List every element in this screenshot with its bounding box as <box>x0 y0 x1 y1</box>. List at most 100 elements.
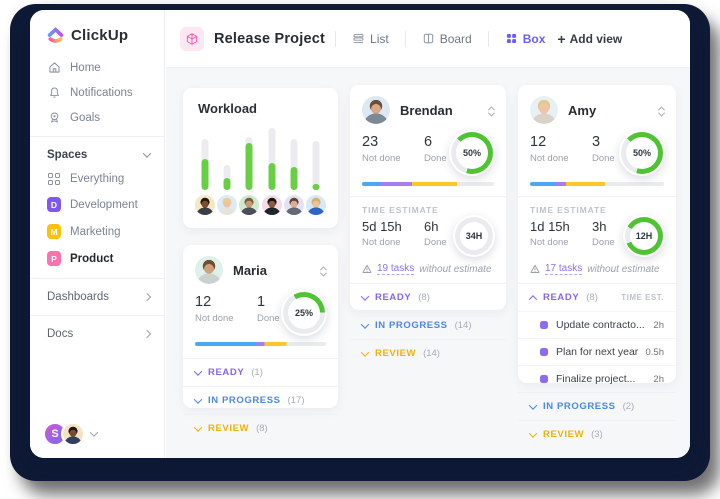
section-ready[interactable]: READY (1) <box>183 358 338 386</box>
space-badge: P <box>47 251 61 266</box>
not-done-count: 23 <box>362 134 379 150</box>
spaces-header[interactable]: Spaces <box>30 143 164 167</box>
section-review[interactable]: REVIEW (3) <box>518 420 676 448</box>
section-in-progress[interactable]: IN PROGRESS (14) <box>350 311 506 339</box>
workload-bar[interactable] <box>239 128 259 190</box>
task-row[interactable]: Update contracto... 2h <box>518 311 676 338</box>
done-count: 1 <box>257 294 266 310</box>
space-label: Everything <box>70 173 125 185</box>
time-ring: 34H <box>453 215 495 257</box>
member-card-maria: Maria 12 Not done 1 Done 25% READY (1) IN P… <box>183 245 338 434</box>
dashboards-label: Dashboards <box>47 291 110 303</box>
workload-bar[interactable] <box>217 128 237 190</box>
member-avatar[interactable] <box>283 195 304 215</box>
collapse-icon[interactable] <box>319 264 328 277</box>
board-icon <box>422 32 435 45</box>
chevron-right-icon <box>142 329 152 339</box>
workload-bar[interactable] <box>306 128 326 190</box>
page-title: Release Project <box>214 30 326 47</box>
user-avatar[interactable] <box>61 422 85 446</box>
space-badge: M <box>47 224 61 239</box>
member-avatar[interactable] <box>305 195 326 215</box>
avatar <box>195 256 223 284</box>
view-header: Release Project List Board Box <box>166 10 690 67</box>
sidebar-item-goals[interactable]: Goals <box>30 105 164 130</box>
done-count: 3 <box>592 134 601 150</box>
te-not-done: 5d 15h <box>362 219 402 234</box>
sidebar-item-label: Notifications <box>70 86 133 99</box>
box-icon <box>505 32 518 45</box>
main-content: Workload Brendan 23 Not done 6 Done 50% <box>166 67 690 458</box>
sidebar-space-development[interactable]: D Development <box>30 191 164 218</box>
space-label: Product <box>70 252 114 265</box>
sidebar-space-everything[interactable]: Everything <box>30 167 164 191</box>
chevron-right-icon <box>142 292 152 302</box>
tab-label: Box <box>522 31 546 46</box>
sidebar-item-dashboards[interactable]: Dashboards <box>30 285 164 309</box>
space-badge: D <box>47 197 61 212</box>
warning-icon <box>530 264 540 274</box>
docs-label: Docs <box>47 328 74 340</box>
section-review[interactable]: REVIEW (8) <box>183 414 338 442</box>
sidebar-item-docs[interactable]: Docs <box>30 322 164 346</box>
bell-icon <box>47 86 61 99</box>
workload-bar[interactable] <box>195 128 215 190</box>
member-card-brendan: Brendan 23 Not done 6 Done 50% TIME ESTIMA… <box>350 85 506 359</box>
avatar <box>530 96 558 124</box>
workspace-switcher[interactable]: S <box>43 422 99 446</box>
sidebar-item-label: Home <box>70 61 101 74</box>
section-ready[interactable]: READY (8) <box>350 283 506 311</box>
divider <box>30 278 164 279</box>
time-estimate-block: TIME ESTIMATE 1d 15h Not done 3h Done 12H … <box>518 196 676 279</box>
progress-ring: 25% <box>281 290 327 336</box>
tasks-without-estimate-link[interactable]: 17 tasks <box>545 263 583 275</box>
member-avatar[interactable] <box>217 195 238 215</box>
time-ring: 12H <box>623 215 665 257</box>
sidebar-item-home[interactable]: Home <box>30 55 164 80</box>
divider <box>30 136 164 137</box>
sidebar: ClickUp Home Notifications Goals <box>30 10 165 458</box>
estimate-warning: 17 tasks without estimate <box>518 261 676 279</box>
project-icon <box>180 26 204 51</box>
tab-label: Board <box>439 31 472 46</box>
workload-bar[interactable] <box>284 128 304 190</box>
tab-board[interactable]: Board <box>416 28 478 50</box>
time-estimate-block: TIME ESTIMATE 5d 15h Not done 6h Done 34H … <box>350 196 506 279</box>
section-review[interactable]: REVIEW (14) <box>350 339 506 367</box>
task-row[interactable]: Plan for next year 0.5h <box>518 338 676 365</box>
member-name: Maria <box>233 262 267 278</box>
member-name: Amy <box>568 102 597 118</box>
time-estimate-label: TIME ESTIMATE <box>362 205 439 215</box>
avatar <box>362 96 390 124</box>
section-in-progress[interactable]: IN PROGRESS (17) <box>183 386 338 414</box>
member-avatar[interactable] <box>261 195 282 215</box>
tab-list[interactable]: List <box>346 28 395 50</box>
add-view-button[interactable]: + Add view <box>557 31 622 47</box>
status-progress-bar <box>362 182 494 186</box>
home-icon <box>47 61 61 74</box>
member-avatar[interactable] <box>239 195 260 215</box>
section-ready[interactable]: READY (8) TIME EST. <box>518 283 676 311</box>
not-done-count: 12 <box>195 294 212 310</box>
divider <box>487 30 489 47</box>
tab-box[interactable]: Box <box>499 28 552 50</box>
sidebar-space-product[interactable]: P Product <box>30 245 164 272</box>
workload-bar[interactable] <box>262 128 282 190</box>
done-count: 6 <box>424 134 433 150</box>
member-avatar[interactable] <box>195 195 215 215</box>
chevron-down-icon <box>142 149 152 158</box>
spaces-header-label: Spaces <box>47 149 88 161</box>
section-in-progress[interactable]: IN PROGRESS (2) <box>518 392 676 420</box>
grid-icon <box>47 173 61 185</box>
task-row[interactable]: Finalize project... 2h <box>518 365 676 392</box>
status-bullet <box>540 375 548 383</box>
collapse-icon[interactable] <box>657 104 666 117</box>
sidebar-space-marketing[interactable]: M Marketing <box>30 218 164 245</box>
clickup-logo[interactable]: ClickUp <box>30 10 164 55</box>
collapse-icon[interactable] <box>487 104 496 117</box>
sidebar-item-notifications[interactable]: Notifications <box>30 80 164 105</box>
member-card-amy: Amy 12 Not done 3 Done 50% TIME ESTIMATE 1… <box>518 85 676 440</box>
tasks-without-estimate-link[interactable]: 19 tasks <box>377 263 415 275</box>
plus-icon: + <box>557 30 566 47</box>
